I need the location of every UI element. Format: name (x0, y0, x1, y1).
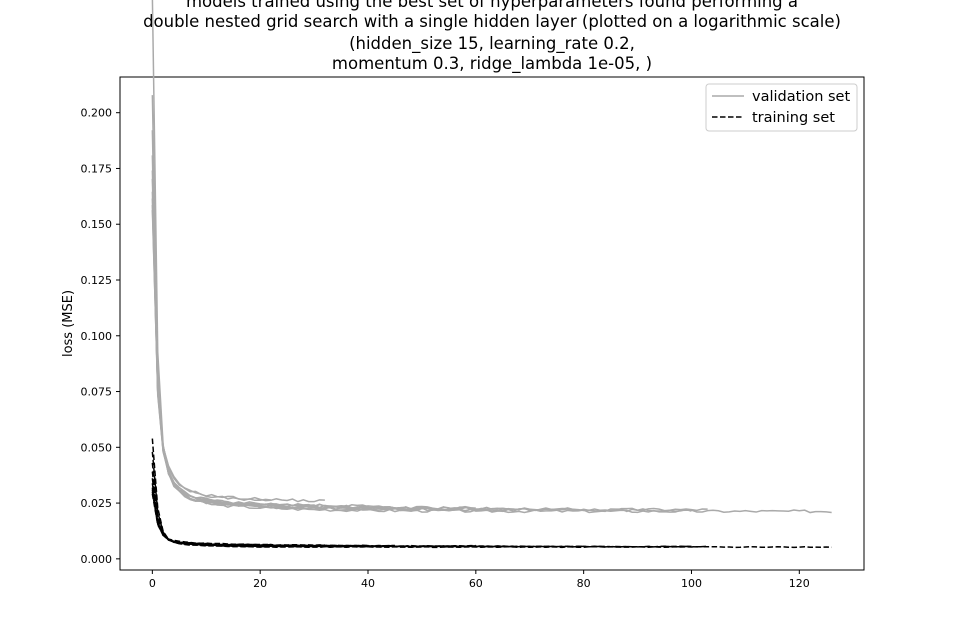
x-tick-label: 20 (253, 577, 267, 590)
x-axis-ticks: 0 20 40 60 80 100 120 (149, 570, 810, 590)
chart-title-line: double nested grid search with a single … (143, 12, 841, 31)
chart-title: models trained using the best set of hyp… (143, 0, 841, 74)
plot-area (119, 76, 865, 571)
training-set-line (151, 493, 271, 546)
y-tick-label: 0.125 (81, 274, 113, 287)
y-tick-label: 0.075 (81, 386, 113, 399)
y-tick-label: 0.025 (81, 497, 113, 510)
validation-set-line (151, 204, 476, 510)
chart-title-line: momentum 0.3, ridge_lambda 1e-05, ) (332, 54, 652, 74)
x-tick-label: 80 (577, 577, 591, 590)
y-tick-label: 0.100 (81, 330, 113, 343)
legend-label: validation set (752, 89, 850, 105)
y-tick-label: 0.150 (81, 218, 113, 231)
x-tick-label: 100 (681, 577, 702, 590)
chart-title-line: (hidden_size 15, learning_rate 0.2, (349, 34, 635, 54)
series-lines (151, 0, 832, 549)
y-axis-label: loss (MSE) (61, 290, 76, 357)
y-tick-label: 0.050 (81, 441, 113, 454)
y-tick-label: 0.200 (81, 107, 113, 120)
validation-set-line (151, 198, 272, 502)
x-tick-label: 60 (469, 577, 483, 590)
x-tick-label: 120 (789, 577, 810, 590)
validation-set-line (151, 130, 692, 513)
legend-label: training set (752, 110, 835, 126)
chart-title-line: models trained using the best set of hyp… (186, 0, 798, 11)
legend: validation set training set (705, 83, 858, 132)
x-tick-label: 0 (149, 577, 156, 590)
x-tick-label: 40 (361, 577, 375, 590)
y-tick-label: 0.175 (81, 162, 113, 175)
y-axis-ticks: 0.000 0.025 0.050 0.075 0.100 0.125 0.150 0.175… (81, 107, 120, 566)
validation-set-line (151, 170, 369, 508)
y-tick-label: 0.000 (81, 553, 113, 566)
